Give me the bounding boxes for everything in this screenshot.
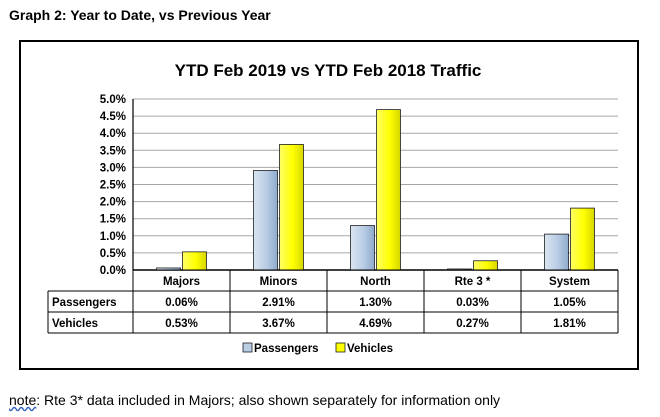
y-tick-label: 5.0% [100, 94, 126, 106]
bar-vehicles [182, 251, 207, 271]
table-series-name: Vehicles [52, 318, 98, 330]
table-series-name: Passengers [52, 297, 117, 309]
x-category-label: Minors [260, 276, 298, 288]
data-label: 0.03% [456, 297, 489, 309]
graph-heading: Graph 2: Year to Date, vs Previous Year [9, 7, 271, 23]
y-tick-label: 2.0% [100, 197, 126, 209]
footnote-prefix: note [9, 392, 37, 408]
bar-passengers [544, 233, 569, 271]
legend-label: Vehicles [347, 343, 393, 355]
bar-vehicles [279, 144, 304, 271]
y-tick-label: 2.5% [100, 180, 126, 192]
data-label: 3.67% [262, 318, 295, 330]
y-tick-label: 1.5% [100, 214, 126, 226]
legend-label: Passengers [254, 343, 319, 355]
chart-frame [19, 40, 639, 370]
x-category-label: Rte 3 * [455, 276, 491, 288]
x-category-label: Majors [163, 276, 200, 288]
data-label: 1.30% [359, 297, 392, 309]
bar-passengers [253, 170, 278, 271]
data-label: 4.69% [359, 318, 392, 330]
bar-vehicles [473, 260, 498, 271]
data-label: 0.53% [165, 318, 198, 330]
chart-title: YTD Feb 2019 vs YTD Feb 2018 Traffic [175, 61, 482, 80]
y-tick-label: 0.0% [100, 265, 126, 277]
data-label: 0.06% [165, 297, 198, 309]
bar-passengers [350, 225, 375, 271]
x-category-label: System [549, 276, 590, 288]
y-tick-label: 4.0% [100, 128, 126, 140]
legend-swatch [242, 342, 253, 353]
bar-vehicles [570, 207, 595, 271]
x-category-label: North [360, 276, 391, 288]
data-label: 1.05% [553, 297, 586, 309]
data-label: 1.81% [553, 318, 586, 330]
y-tick-label: 4.5% [100, 111, 126, 123]
y-tick-label: 0.5% [100, 248, 126, 260]
y-tick-label: 1.0% [100, 231, 126, 243]
legend-swatch [335, 342, 346, 353]
data-label: 0.27% [456, 318, 489, 330]
y-tick-label: 3.5% [100, 145, 126, 157]
bar-vehicles [376, 109, 401, 271]
footnote: note: Rte 3* data included in Majors; al… [9, 392, 500, 408]
footnote-text: : Rte 3* data included in Majors; also s… [36, 392, 501, 408]
data-label: 2.91% [262, 297, 295, 309]
y-tick-label: 3.0% [100, 162, 126, 174]
